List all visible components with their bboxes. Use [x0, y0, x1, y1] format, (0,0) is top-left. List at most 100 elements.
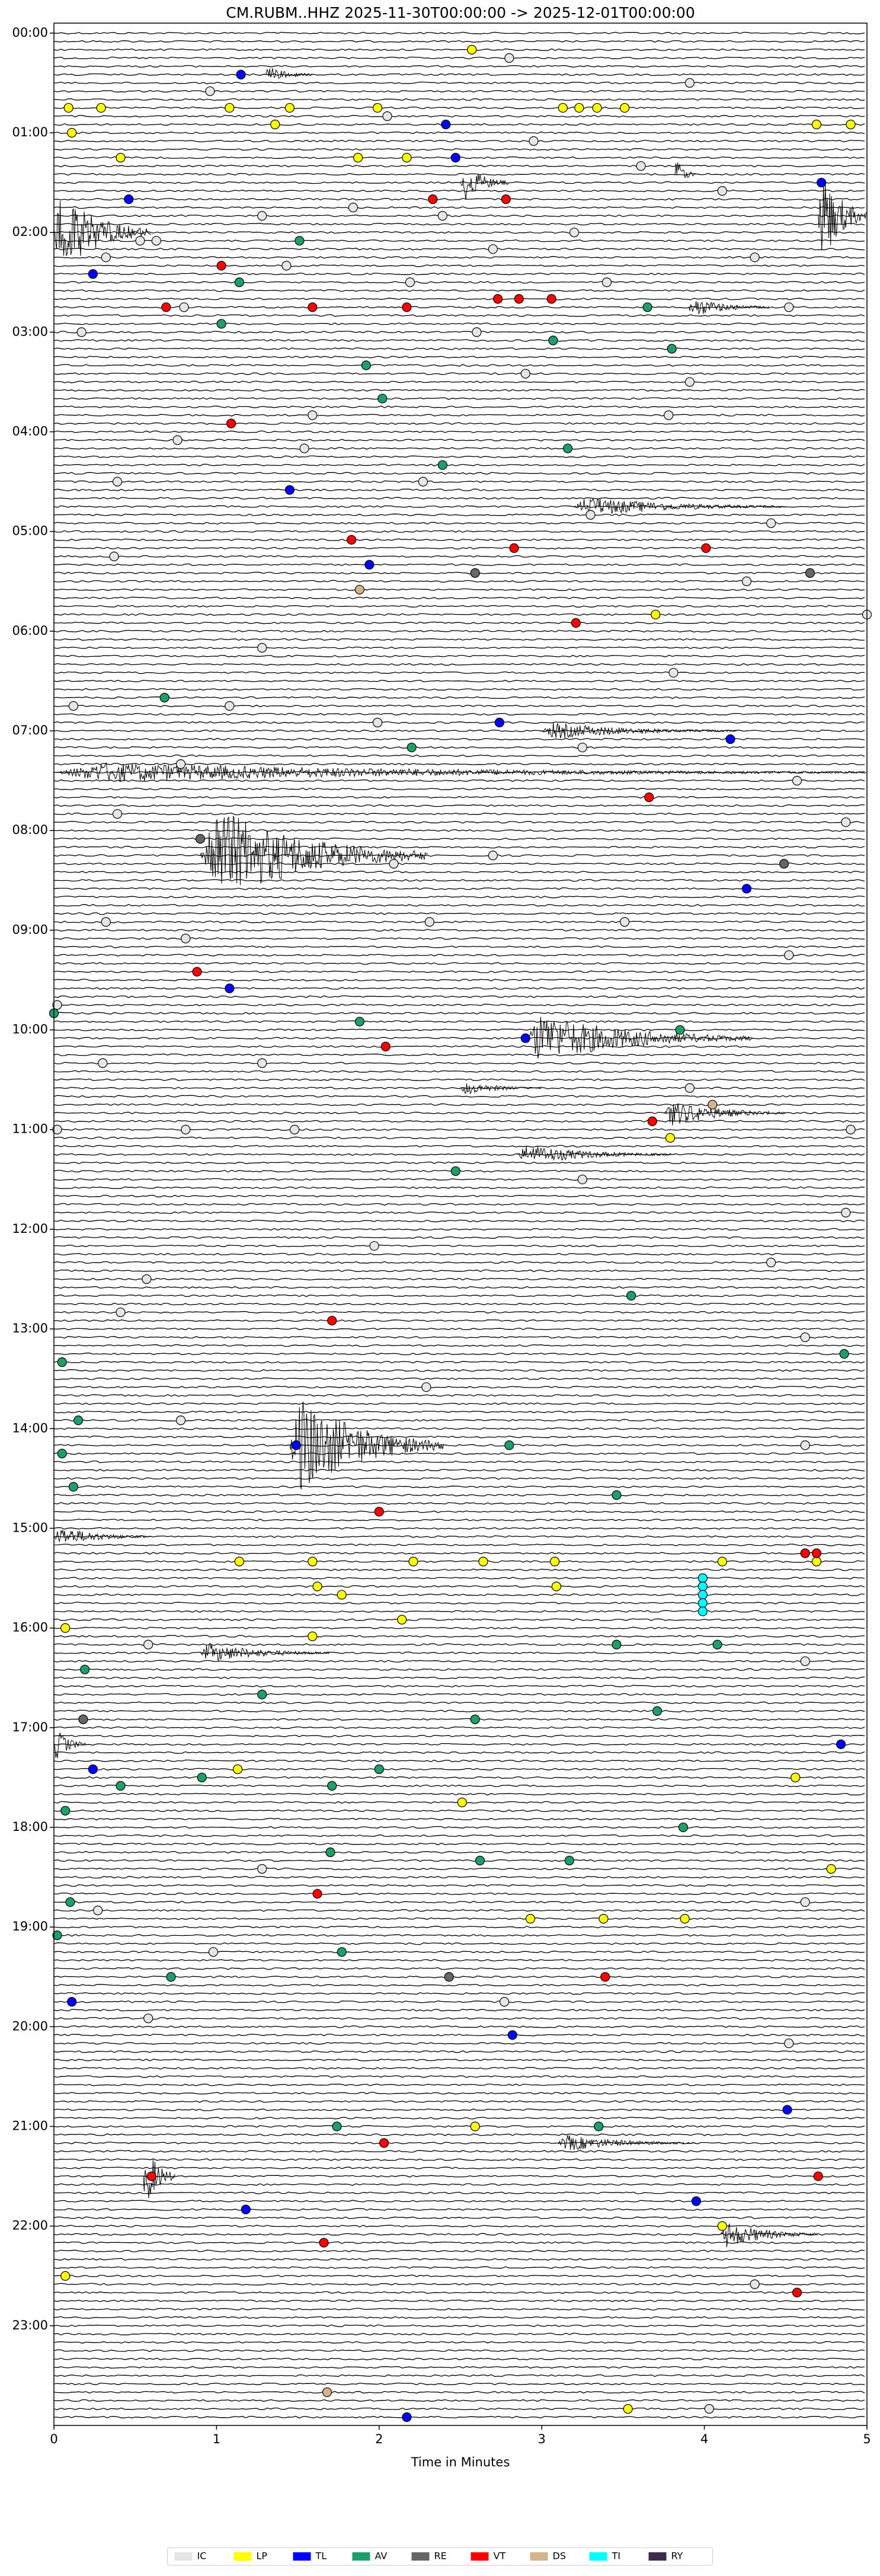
trace — [54, 1718, 865, 1721]
trace — [54, 1369, 865, 1372]
event-marker — [612, 1490, 622, 1500]
trace — [54, 2399, 865, 2402]
trace — [54, 2042, 865, 2045]
trace — [54, 1743, 865, 1746]
trace — [54, 970, 865, 973]
trace — [54, 804, 865, 807]
event-marker — [354, 1017, 364, 1027]
legend-swatch — [411, 2552, 430, 2561]
trace — [54, 1211, 865, 1215]
trace — [54, 2125, 865, 2128]
event-marker — [800, 1897, 810, 1907]
trace — [54, 787, 865, 791]
event-marker — [424, 917, 434, 927]
trace — [54, 1892, 865, 1896]
trace — [54, 638, 865, 641]
event-marker — [226, 418, 236, 429]
trace — [54, 1111, 865, 1114]
event-marker — [135, 236, 145, 246]
event-marker — [76, 327, 87, 337]
event-marker — [92, 1905, 103, 1916]
trace — [54, 1984, 865, 1987]
event-marker — [166, 1972, 176, 1982]
trace — [54, 1194, 865, 1197]
trace — [54, 962, 865, 965]
trace — [54, 31, 865, 34]
event-marker — [407, 742, 417, 753]
trace — [54, 1203, 865, 1206]
trace — [54, 654, 865, 658]
event-marker — [337, 1590, 347, 1600]
trace — [54, 2183, 865, 2186]
event-marker — [172, 435, 183, 445]
event-marker — [52, 1931, 62, 1941]
event-marker — [697, 1606, 708, 1616]
legend-box — [167, 2547, 713, 2566]
trace — [54, 563, 865, 566]
event-marker — [78, 1714, 88, 1724]
event-marker — [319, 2238, 329, 2248]
trace — [54, 912, 865, 915]
y-tick-label: 20:00 — [12, 2019, 48, 2033]
event-marker — [348, 203, 358, 213]
trace — [54, 389, 865, 392]
trace — [54, 555, 865, 558]
event-marker — [421, 1382, 431, 1392]
trace — [54, 1485, 865, 1488]
trace — [54, 1335, 865, 1339]
x-tick-label: 1 — [213, 2432, 220, 2446]
event-marker — [402, 302, 412, 312]
event-marker — [620, 917, 630, 927]
trace — [54, 2216, 865, 2219]
event-marker — [725, 734, 735, 744]
trace — [54, 1277, 865, 1281]
trace — [54, 812, 865, 816]
y-tick-label: 04:00 — [12, 424, 48, 439]
trace — [54, 464, 865, 466]
event-marker — [380, 1041, 391, 1052]
trace — [54, 571, 865, 574]
event-marker — [600, 1972, 610, 1982]
event-marker — [225, 983, 235, 993]
trace — [54, 879, 865, 882]
trace — [54, 1378, 865, 1380]
plot-frame — [53, 23, 868, 2426]
signal-burst — [720, 2223, 818, 2248]
event-marker — [364, 560, 375, 570]
event-marker — [116, 1781, 126, 1791]
trace — [54, 2316, 865, 2319]
trace — [54, 1045, 865, 1048]
event-marker — [379, 2138, 389, 2148]
trace — [54, 1685, 865, 1687]
trace — [54, 2208, 865, 2211]
trace — [54, 1003, 865, 1006]
y-tick-label: 08:00 — [12, 823, 48, 837]
trace — [54, 1145, 865, 1148]
trace — [54, 1618, 865, 1621]
trace — [54, 1834, 865, 1837]
trace — [54, 381, 865, 383]
event-marker — [612, 1639, 622, 1650]
event-marker — [675, 1025, 685, 1035]
event-marker — [577, 742, 587, 753]
trace — [54, 1186, 865, 1189]
event-marker — [779, 859, 789, 869]
event-marker — [792, 776, 802, 786]
event-marker — [241, 2204, 251, 2214]
event-marker — [216, 261, 226, 271]
event-marker — [644, 792, 654, 803]
trace — [54, 779, 865, 782]
y-tick-label: 03:00 — [12, 324, 48, 338]
event-marker — [647, 1116, 657, 1126]
y-tick-label: 05:00 — [12, 524, 48, 538]
trace — [54, 1759, 865, 1763]
event-marker — [67, 1997, 77, 2007]
event-marker — [836, 1739, 846, 1749]
event-marker — [599, 1914, 609, 1924]
event-marker — [811, 1557, 822, 1567]
event-marker — [800, 1548, 810, 1558]
trace — [54, 546, 865, 549]
event-marker — [402, 2412, 412, 2422]
event-marker — [667, 344, 677, 354]
event-marker — [697, 1598, 708, 1608]
